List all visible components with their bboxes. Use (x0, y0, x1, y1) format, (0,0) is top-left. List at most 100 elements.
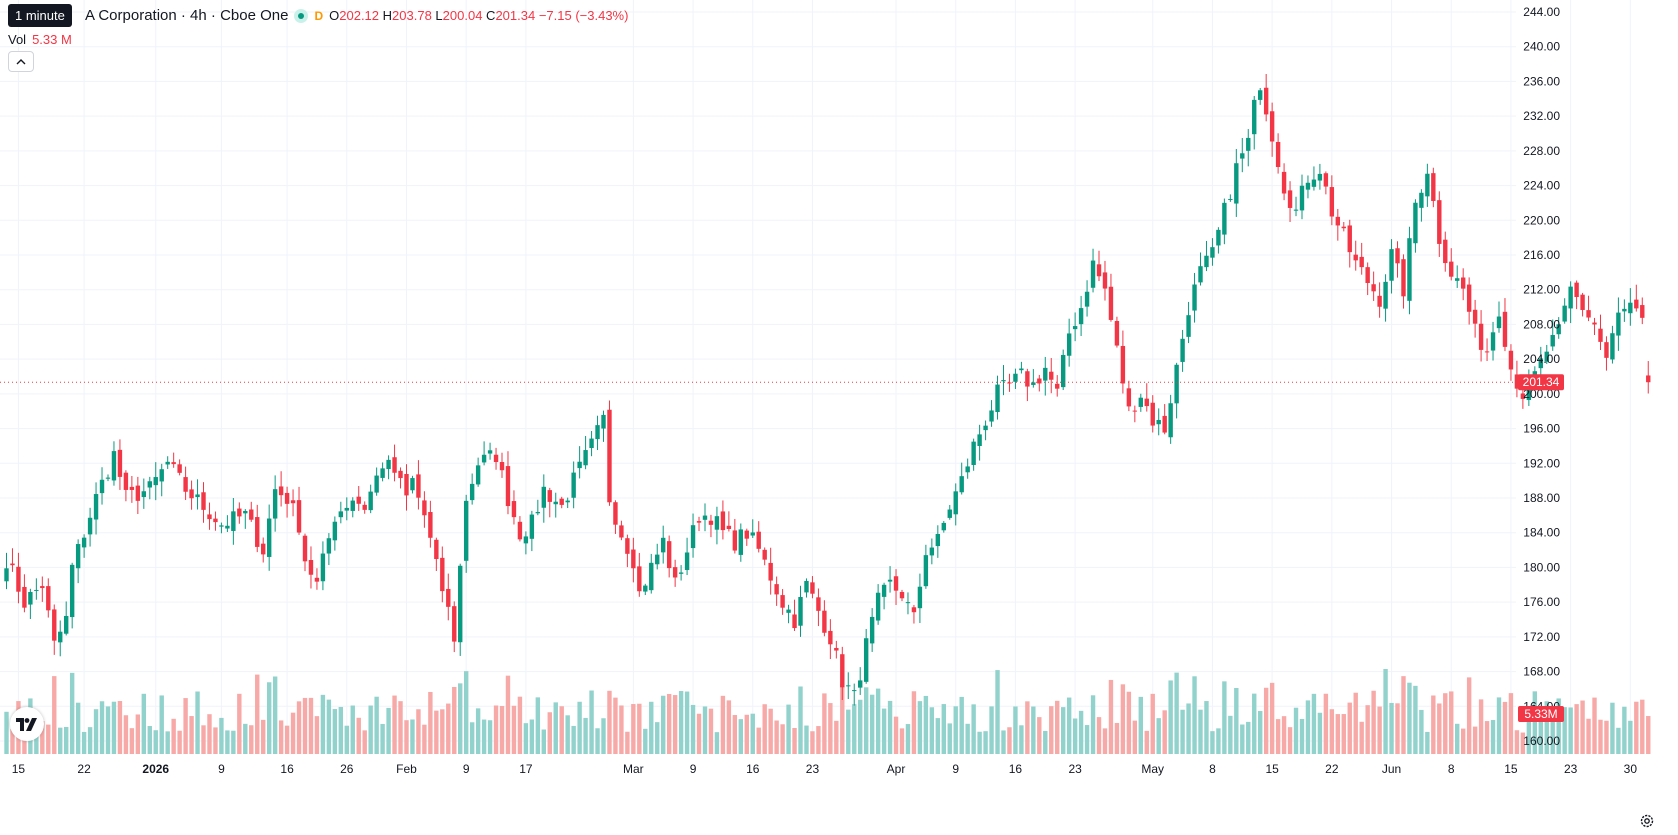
candle-body (1580, 294, 1585, 310)
time-tick-label: 9 (218, 762, 225, 776)
volume-label[interactable]: Vol (8, 32, 27, 47)
candle-body (380, 468, 385, 478)
price-tick-label: 228.00 (1523, 144, 1560, 158)
candle-body (493, 454, 499, 463)
volume-bar (4, 711, 9, 754)
candle-body (147, 481, 152, 488)
time-tick-label: 22 (77, 762, 91, 776)
price-tick-label: 212.00 (1523, 283, 1560, 297)
volume-bar (314, 716, 320, 754)
last-volume-badge (1518, 706, 1564, 722)
candle-body (422, 500, 427, 516)
candle-body (1431, 173, 1436, 201)
volume-bar (744, 714, 749, 754)
volume-bar (834, 720, 839, 754)
candle-body (923, 555, 929, 587)
time-tick-label: Feb (396, 762, 417, 776)
candle-body (637, 566, 642, 592)
volume-bar (1544, 701, 1549, 754)
candle-body (40, 586, 45, 589)
volume-bar (1335, 714, 1341, 754)
candle-body (1604, 342, 1609, 358)
candle-body (941, 522, 946, 531)
candle-body (583, 450, 588, 466)
volume-bar (1478, 699, 1484, 754)
candle-body (249, 509, 254, 520)
symbol-legend: A Corporation · 4h · Cboe One D O202.12 … (85, 7, 628, 24)
candle-body (1419, 192, 1424, 208)
candle-body (989, 410, 994, 422)
candle-body (678, 572, 684, 574)
volume-bar (613, 697, 618, 754)
tradingview-logo-icon[interactable] (10, 707, 44, 741)
volume-bar (577, 701, 582, 754)
volume-bar (374, 696, 379, 754)
price-tick-label: 196.00 (1523, 422, 1560, 436)
volume-bar (1066, 697, 1072, 754)
volume-bar (237, 693, 242, 754)
volume-bar (1353, 692, 1358, 754)
price-tick-label: 172.00 (1523, 630, 1560, 644)
candle-body (1556, 324, 1561, 335)
candle-body (75, 544, 81, 569)
volume-bar (977, 731, 982, 754)
candle-body (1574, 282, 1579, 298)
price-tick-label: 160.00 (1523, 734, 1560, 748)
candle-body (1060, 354, 1066, 388)
price-tick-label: 232.00 (1523, 109, 1560, 123)
ohlc-values: O202.12 H203.78 L200.04 C201.34 −7.15 (−… (329, 8, 629, 23)
candle-body (392, 457, 397, 473)
volume-bar (1574, 704, 1579, 754)
volume-bar (1293, 707, 1299, 754)
candle-body (995, 384, 1000, 413)
volume-bar (1126, 691, 1132, 754)
candle-body (1234, 163, 1239, 204)
volume-bar (672, 695, 678, 754)
volume-bar (404, 720, 409, 754)
volume-bar (446, 703, 451, 754)
volume-bar (929, 707, 935, 754)
candle-body (1365, 267, 1370, 284)
volume-bar (1120, 684, 1126, 754)
price-tick-label: 188.00 (1523, 491, 1560, 505)
candle-body (58, 631, 63, 643)
volume-bar (1484, 721, 1490, 754)
time-axis[interactable]: 15 22 2026 9 16 26 Feb 9 17 Mar 9 16 23 Apr 9 16 23 May 8 1… (12, 762, 1638, 776)
gear-icon[interactable] (1638, 812, 1656, 830)
volume-bar (1204, 701, 1209, 754)
candle-body (398, 470, 403, 479)
candle-body (1204, 255, 1209, 268)
volume-bar (1538, 715, 1543, 754)
candle-body (201, 492, 206, 510)
volume-bar (99, 701, 105, 754)
time-tick-label: 23 (1564, 762, 1578, 776)
volume-bar (64, 726, 69, 754)
volume-bar (780, 724, 785, 754)
volume-bar (1049, 706, 1054, 754)
volume-bar (1186, 703, 1191, 754)
candle-body (332, 521, 338, 541)
candle-body (1389, 249, 1394, 281)
volume-bar (1263, 687, 1269, 754)
volume-bar (422, 724, 427, 754)
candle-body (1210, 247, 1215, 258)
volume-bar (308, 697, 314, 754)
collapse-legend-button[interactable] (8, 51, 34, 72)
candle-body (69, 564, 75, 618)
volume-bar (1019, 725, 1024, 754)
candle-body (34, 589, 39, 591)
candle-body (1544, 351, 1549, 362)
candle-body (571, 472, 576, 498)
volume-bar (105, 706, 111, 754)
candle-body (672, 567, 678, 578)
volume-bar (1323, 693, 1329, 754)
candle-body (111, 451, 117, 481)
symbol-title[interactable]: A Corporation · 4h · Cboe One (85, 7, 289, 24)
volume-bar (81, 731, 87, 754)
candle-body (1538, 358, 1543, 369)
candle-body (135, 485, 141, 501)
candle-body (1198, 266, 1203, 283)
open-value: 202.12 (339, 8, 380, 23)
volume-bar (1341, 714, 1346, 754)
